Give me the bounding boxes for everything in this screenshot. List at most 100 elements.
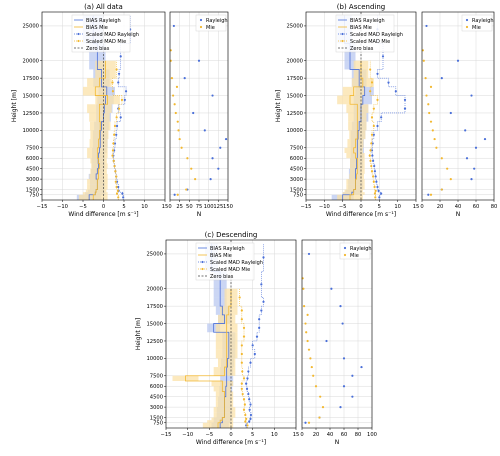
scaled-mad-rayleigh-marker [403,98,407,102]
legend-marker [343,253,347,257]
scaled-mad-rayleigh-marker [373,170,377,173]
x-tick-label: −15 [37,204,48,210]
y-tick-label: 6000 [150,384,163,390]
n-mie-point [425,94,428,97]
scaled-mad-mie-markers [368,68,379,199]
n-mie-point [305,331,308,334]
scaled-mad-mie-marker [240,361,243,364]
y-tick-label: 4500 [26,166,39,172]
n-rayleigh-point [339,305,342,308]
scaled-mad-mie-marker [369,68,372,71]
scaled-mad-mie-marker [243,403,246,406]
y-tick-label: 17500 [22,76,39,82]
n-points [301,252,363,424]
scaled-mad-rayleigh-marker [245,387,249,390]
scaled-mad-rayleigh-marker [380,192,383,195]
scaled-mad-mie-marker [244,413,247,417]
scaled-mad-rayleigh-marker [249,413,253,417]
n-rayleigh-point [224,137,228,141]
scaled-mad-rayleigh-marker [258,318,261,321]
bias-mie-line [185,288,232,428]
panel-title: (b) Ascending [337,3,385,11]
n-mie-point [171,94,175,97]
scaled-mad-mie-marker [115,68,118,71]
scaled-mad-rayleigh-marker [249,403,252,406]
legend-label: Zero bias [210,274,234,280]
n-mie-point [176,193,179,196]
y-tick-label: 10000 [146,356,163,362]
n-rayleigh-point [456,59,460,62]
legend-marker [77,39,80,43]
panel-2: (c) Descending75015003000450060007500100… [135,231,377,446]
scaled-mad-rayleigh-marker [117,81,120,84]
y-tick-label: 15000 [286,93,303,99]
legend-label: Scaled MAD Mie [210,267,250,273]
n-tick-label: 40 [327,432,334,438]
n-mie-point [306,313,309,316]
y-axis-label: Height [m] [275,90,282,122]
y-tick-label: 7500 [26,146,39,152]
y-tick-label: 1500 [26,187,39,193]
x-tick-label: 0 [229,432,232,438]
y-tick-label: 1500 [150,415,163,421]
y-tick-label: 17500 [286,76,303,82]
scaled-mad-rayleigh-marker [262,256,265,259]
scaled-mad-mie-marker [373,185,376,189]
scaled-mad-rayleigh-marker [248,398,251,401]
n-rayleigh-point [304,421,307,424]
n-mie-point [173,103,176,106]
n-rayleigh-point [209,178,212,181]
n-mie-point [185,188,188,191]
n-tick-label: 40 [455,204,462,210]
scaled-mad-mie-marker [368,154,371,157]
x-tick-label: −10 [182,432,193,438]
x-tick-label: 0 [102,204,105,210]
scaled-mad-mie-marker [245,417,248,420]
n-mie-point [307,421,311,424]
scaled-mad-mie-marker [113,124,117,128]
n-tick-label: 50 [186,204,193,210]
y-tick-label: 750 [153,421,163,427]
y-tick-label: 15000 [146,321,163,327]
n-mie-point [440,157,443,160]
n-rayleigh-point [465,157,469,160]
n-rayleigh-point [470,94,473,97]
scaled-mad-rayleigh-marker [377,189,380,192]
x-tick-label: −5 [79,204,87,210]
n-rayleigh-point [464,129,467,132]
n-axis-label: N [456,211,461,218]
n-rayleigh-point [470,178,473,181]
scaled-mad-mie-marker [242,335,246,338]
n-rayleigh-point [330,287,333,290]
y-tick-label: 10000 [286,128,303,134]
legend-marker [199,18,203,22]
n-rayleigh-point [351,395,354,398]
scaled-mad-mie-marker [112,159,115,162]
n-mie-point [303,305,306,308]
n-mie-point [194,178,197,181]
scaled-mad-rayleigh-marker [123,98,126,102]
scaled-mad-rayleigh-marker [255,335,259,338]
n-mie-point [309,357,312,360]
scaled-mad-mie-marker [117,196,120,199]
n-tick-label: 20 [313,432,320,438]
legend-box [335,14,395,53]
x-tick-label: 15 [293,432,300,438]
scaled-mad-mie-marker [369,149,372,152]
scaled-mad-mie-marker [242,326,246,330]
legend-box [71,14,131,53]
n-mie-point [306,339,309,343]
legend-marker [343,246,347,250]
legend-label: Zero bias [86,46,110,52]
scaled-mad-mie-marker [374,196,377,199]
x-tick-label: −15 [301,204,312,210]
scaled-mad-mie-markers [238,296,249,427]
scaled-mad-rayleigh-marker [122,196,125,199]
scaled-mad-rayleigh-marker [251,344,254,347]
x-tick-label: 15 [413,204,420,210]
n-axis-label: N [335,439,340,446]
x-tick-label: −10 [57,204,68,210]
n-tick-label: 100 [367,432,377,438]
